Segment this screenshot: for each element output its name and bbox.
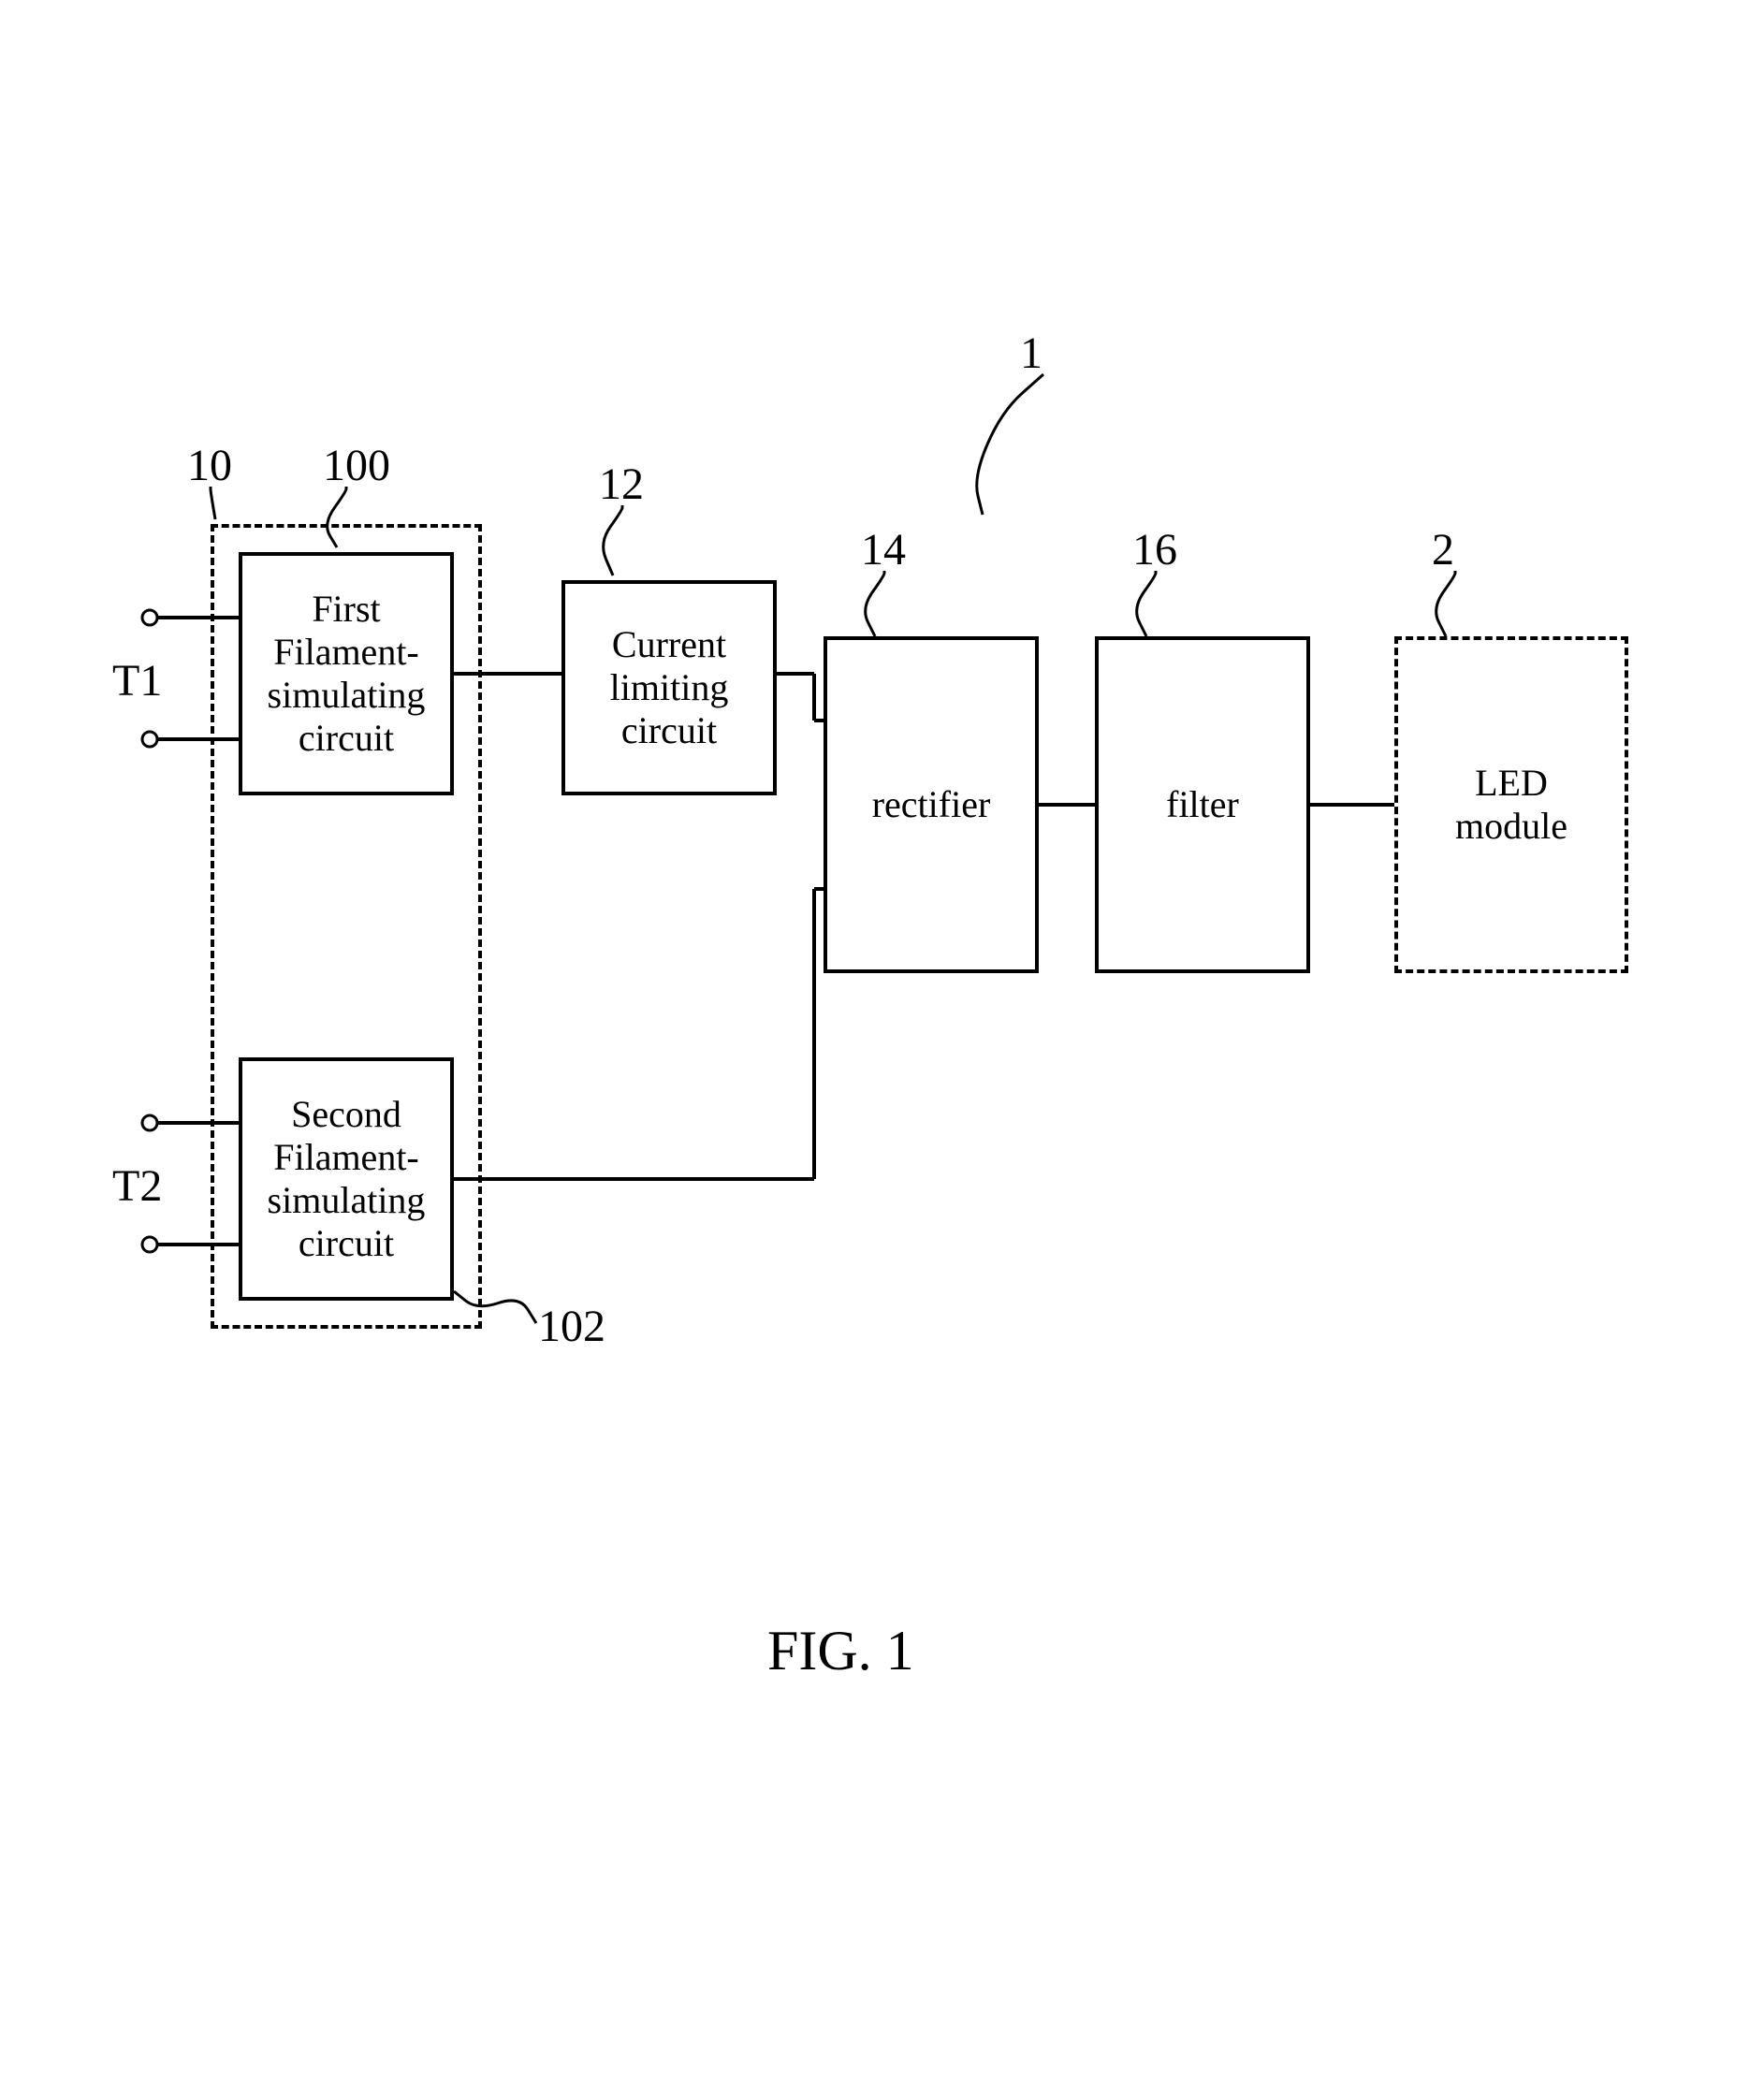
second-filament-simulating-circuit-block: SecondFilament-simulatingcircuit	[239, 1057, 454, 1301]
block-label: LEDmodule	[1455, 762, 1567, 848]
terminal-t2-label: T2	[112, 1160, 162, 1212]
block-label: FirstFilament-simulatingcircuit	[268, 588, 426, 760]
led-module-block: LEDmodule	[1394, 636, 1628, 973]
refnum-102: 102	[538, 1301, 605, 1352]
block-label: Currentlimitingcircuit	[610, 623, 729, 752]
terminal-t1-label: T1	[112, 655, 162, 706]
filter-block: filter	[1095, 636, 1310, 973]
refnum-14: 14	[861, 524, 906, 575]
refnum-100: 100	[323, 440, 390, 491]
block-label: rectifier	[872, 783, 991, 826]
refnum-12: 12	[599, 459, 644, 510]
refnum-2: 2	[1432, 524, 1454, 575]
block-label: filter	[1166, 783, 1239, 826]
refnum-16: 16	[1132, 524, 1177, 575]
figure-caption: FIG. 1	[767, 1619, 914, 1683]
rectifier-block: rectifier	[824, 636, 1039, 973]
refnum-10: 10	[187, 440, 232, 491]
current-limiting-circuit-block: Currentlimitingcircuit	[561, 580, 777, 795]
first-filament-simulating-circuit-block: FirstFilament-simulatingcircuit	[239, 552, 454, 795]
block-label: SecondFilament-simulatingcircuit	[268, 1093, 426, 1265]
refnum-1: 1	[1020, 328, 1042, 379]
